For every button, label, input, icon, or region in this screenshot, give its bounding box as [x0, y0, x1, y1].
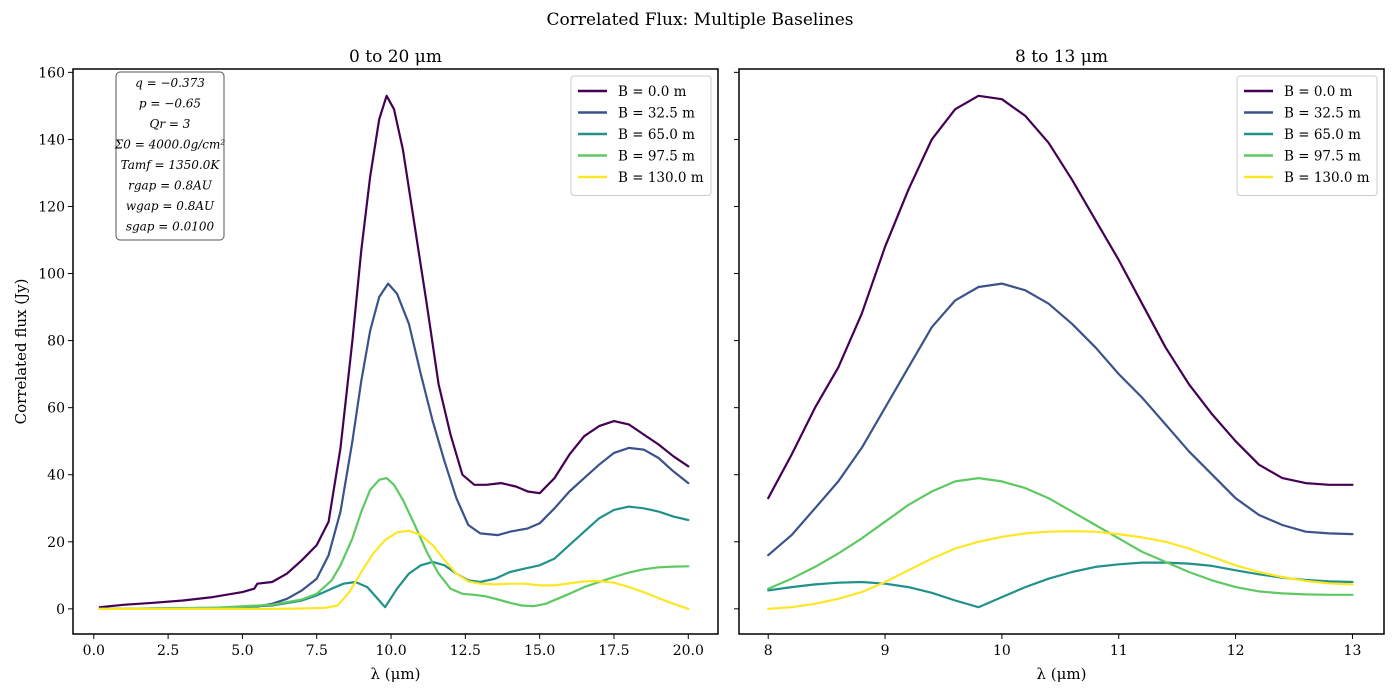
y-tick-label: 60: [47, 401, 65, 417]
legend-label: B = 65.0 m: [1284, 127, 1361, 143]
legend-label: B = 32.5 m: [618, 106, 695, 122]
series-line-B-32.5-m: [98, 282, 690, 611]
panel-left: 0 to 20 μm 0.0 2.5 5.0 7.5 10.0 12.5 15.0 17.5 20…: [12, 47, 719, 683]
parameter-line: Tamf = 1350.0K: [121, 158, 221, 172]
x-tick-label: 5.0: [231, 643, 253, 659]
y-tick-label: 20: [47, 535, 65, 551]
y-tick-label: 100: [38, 267, 65, 283]
series-line-B-0.0-m: [98, 94, 690, 609]
legend-frame: [1236, 75, 1378, 196]
series-line-B-130.0-m: [767, 529, 1354, 611]
legend-label: B = 0.0 m: [1284, 84, 1353, 100]
x-tick-label: 2.5: [157, 643, 179, 659]
parameter-line: p = −0.65: [139, 97, 201, 111]
x-tick-label: 9: [881, 643, 890, 659]
parameter-line: rgap = 0.8AU: [128, 179, 213, 193]
x-tick-label: 12.5: [450, 643, 481, 659]
x-tick-label: 17.5: [598, 643, 629, 659]
parameter-line: Σ0 = 4000.0g/cm²: [114, 138, 226, 152]
parameter-line: sgap = 0.0100: [126, 220, 215, 234]
x-tick-label: 15.0: [524, 643, 555, 659]
y-tick-label: 40: [47, 468, 65, 484]
y-axis-label: Correlated flux (Jy): [12, 279, 30, 425]
panel-title: 8 to 13 μm: [1015, 47, 1108, 67]
panel-right: 8 to 13 μm 8 9 10 11 12 13 λ (μm) B = 0.0 m B = 3…: [734, 47, 1385, 683]
parameters-frame: [115, 71, 225, 241]
legend: B = 0.0 m B = 32.5 m B = 65.0 m B = 97.5 m B…: [570, 75, 712, 196]
x-tick-label: 20.0: [673, 643, 704, 659]
x-tick-label: 12: [1227, 643, 1245, 659]
legend-frame: [570, 75, 712, 196]
y-tick-label: 0: [56, 602, 65, 618]
legend-label: B = 65.0 m: [618, 127, 695, 143]
x-tick-label: 8: [764, 643, 773, 659]
series-line-B-32.5-m: [767, 282, 1354, 557]
series-group: [767, 94, 1354, 611]
axes-frame: [72, 68, 719, 635]
series-line-B-65.0-m: [98, 505, 690, 611]
series-line-B-130.0-m: [98, 529, 690, 611]
x-tick-label: 10: [993, 643, 1011, 659]
legend-label: B = 130.0 m: [1284, 170, 1370, 186]
x-axis-label: λ (μm): [371, 665, 421, 683]
legend-label: B = 97.5 m: [1284, 149, 1361, 165]
x-tick-label: 7.5: [306, 643, 328, 659]
legend-label: B = 130.0 m: [618, 170, 704, 186]
legend-label: B = 97.5 m: [618, 149, 695, 165]
parameter-line: Qr = 3: [150, 117, 191, 131]
series-line-B-97.5-m: [767, 477, 1354, 596]
x-tick-label: 13: [1344, 643, 1362, 659]
figure-title: Correlated Flux: Multiple Baselines: [546, 10, 854, 30]
parameter-line: q = −0.373: [135, 76, 205, 90]
axes-frame: [738, 68, 1385, 635]
legend: B = 0.0 m B = 32.5 m B = 65.0 m B = 97.5 m B…: [1236, 75, 1378, 196]
legend-label: B = 0.0 m: [618, 84, 687, 100]
y-tick-label: 80: [47, 334, 65, 350]
series-line-B-0.0-m: [767, 94, 1354, 500]
x-tick-label: 0.0: [83, 643, 105, 659]
series-line-B-65.0-m: [767, 561, 1354, 609]
series-group: [98, 94, 690, 611]
x-tick-label: 10.0: [375, 643, 406, 659]
parameters-box: q = −0.373 p = −0.65 Qr = 3 Σ0 = 4000.0g/cm…: [114, 71, 226, 241]
y-tick-label: 120: [38, 199, 65, 215]
y-tick-label: 140: [38, 132, 65, 148]
series-line-B-97.5-m: [98, 477, 690, 611]
x-axis-label: λ (μm): [1037, 665, 1087, 683]
x-tick-label: 11: [1110, 643, 1128, 659]
parameter-line: wgap = 0.8AU: [126, 199, 215, 213]
panel-title: 0 to 20 μm: [349, 47, 442, 67]
y-tick-label: 160: [38, 65, 65, 81]
legend-label: B = 32.5 m: [1284, 106, 1361, 122]
